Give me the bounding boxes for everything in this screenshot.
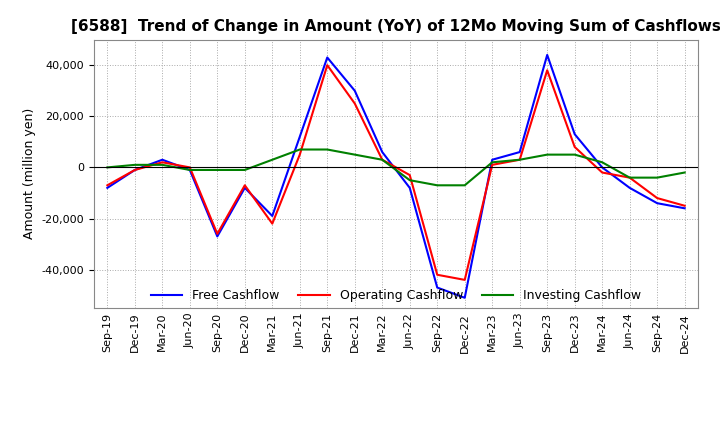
Operating Cashflow — [295, 152, 304, 157]
Free Cashflow — [103, 185, 112, 191]
Operating Cashflow — [433, 272, 441, 277]
Operating Cashflow — [653, 195, 662, 201]
Operating Cashflow — [543, 68, 552, 73]
Free Cashflow — [433, 285, 441, 290]
Investing Cashflow — [570, 152, 579, 157]
Investing Cashflow — [323, 147, 332, 152]
Operating Cashflow — [130, 167, 139, 172]
Y-axis label: Amount (million yen): Amount (million yen) — [23, 108, 36, 239]
Free Cashflow — [295, 134, 304, 139]
Line: Investing Cashflow: Investing Cashflow — [107, 150, 685, 185]
Title: [6588]  Trend of Change in Amount (YoY) of 12Mo Moving Sum of Cashflows: [6588] Trend of Change in Amount (YoY) o… — [71, 19, 720, 34]
Line: Operating Cashflow: Operating Cashflow — [107, 65, 685, 280]
Investing Cashflow — [351, 152, 359, 157]
Operating Cashflow — [680, 203, 689, 209]
Operating Cashflow — [626, 175, 634, 180]
Investing Cashflow — [295, 147, 304, 152]
Operating Cashflow — [598, 170, 606, 175]
Free Cashflow — [240, 185, 249, 191]
Free Cashflow — [488, 157, 497, 162]
Investing Cashflow — [378, 157, 387, 162]
Operating Cashflow — [570, 144, 579, 150]
Operating Cashflow — [516, 157, 524, 162]
Operating Cashflow — [103, 183, 112, 188]
Operating Cashflow — [213, 231, 222, 237]
Investing Cashflow — [130, 162, 139, 168]
Operating Cashflow — [240, 183, 249, 188]
Free Cashflow — [680, 205, 689, 211]
Free Cashflow — [626, 185, 634, 191]
Investing Cashflow — [680, 170, 689, 175]
Legend: Free Cashflow, Operating Cashflow, Investing Cashflow: Free Cashflow, Operating Cashflow, Inves… — [146, 284, 646, 307]
Operating Cashflow — [460, 277, 469, 282]
Operating Cashflow — [405, 172, 414, 178]
Investing Cashflow — [460, 183, 469, 188]
Investing Cashflow — [516, 157, 524, 162]
Free Cashflow — [186, 167, 194, 172]
Free Cashflow — [543, 52, 552, 58]
Free Cashflow — [653, 201, 662, 206]
Line: Free Cashflow: Free Cashflow — [107, 55, 685, 298]
Investing Cashflow — [213, 167, 222, 172]
Investing Cashflow — [543, 152, 552, 157]
Investing Cashflow — [626, 175, 634, 180]
Operating Cashflow — [488, 162, 497, 168]
Free Cashflow — [405, 185, 414, 191]
Free Cashflow — [460, 295, 469, 301]
Operating Cashflow — [378, 157, 387, 162]
Free Cashflow — [351, 88, 359, 93]
Investing Cashflow — [186, 167, 194, 172]
Investing Cashflow — [103, 165, 112, 170]
Investing Cashflow — [598, 160, 606, 165]
Free Cashflow — [158, 157, 166, 162]
Free Cashflow — [323, 55, 332, 60]
Investing Cashflow — [405, 178, 414, 183]
Free Cashflow — [378, 150, 387, 155]
Operating Cashflow — [351, 101, 359, 106]
Free Cashflow — [130, 167, 139, 172]
Operating Cashflow — [186, 165, 194, 170]
Investing Cashflow — [653, 175, 662, 180]
Free Cashflow — [598, 165, 606, 170]
Investing Cashflow — [240, 167, 249, 172]
Investing Cashflow — [433, 183, 441, 188]
Free Cashflow — [516, 150, 524, 155]
Free Cashflow — [570, 132, 579, 137]
Operating Cashflow — [268, 221, 276, 226]
Operating Cashflow — [323, 62, 332, 68]
Investing Cashflow — [158, 162, 166, 168]
Free Cashflow — [213, 234, 222, 239]
Investing Cashflow — [268, 157, 276, 162]
Investing Cashflow — [488, 160, 497, 165]
Free Cashflow — [268, 213, 276, 219]
Operating Cashflow — [158, 160, 166, 165]
